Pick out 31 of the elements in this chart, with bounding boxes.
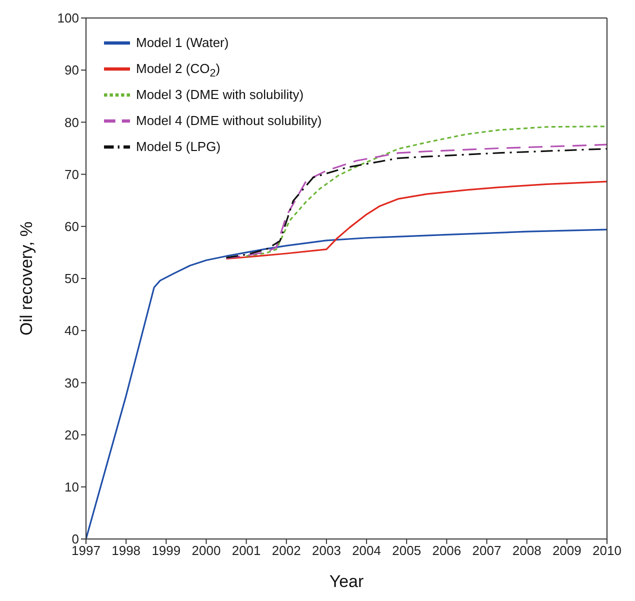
x-tick-label: 1999 [152,543,181,558]
y-tick-label: 50 [64,271,79,286]
x-tick-label: 2004 [352,543,381,558]
legend-label: Model 4 (DME without solubility) [136,113,322,128]
x-tick-label: 2009 [552,543,582,558]
x-tick-label: 2010 [592,543,622,558]
y-tick-label: 20 [64,427,79,442]
y-tick-label: 40 [64,323,79,338]
y-axis-title: Oil recovery, % [17,222,36,336]
x-tick-label: 1998 [112,543,141,558]
x-axis-title: Year [329,572,364,591]
x-tick-label: 2003 [312,543,341,558]
x-tick-label: 2007 [472,543,502,558]
y-tick-label: 90 [64,62,79,78]
y-tick-label: 10 [64,480,79,495]
y-tick-label: 60 [64,219,79,234]
x-tick-label: 2008 [512,543,542,558]
y-tick-label: 30 [64,375,79,390]
y-tick-label: 100 [57,10,79,26]
x-tick-label: 2002 [272,543,301,558]
legend-label: Model 2 (CO$_{2}$) [136,61,220,80]
y-tick-label: 70 [64,166,79,182]
x-tick-label: 2006 [432,543,462,558]
x-tick-label: 2005 [392,543,422,558]
legend-label: Model 5 (LPG) [136,139,221,154]
line-series [225,180,607,260]
legend-label: Model 3 (DME with solubility) [136,87,304,102]
legend-label: Model 1 (Water) [136,35,229,50]
x-tick-label: 2001 [232,543,261,558]
y-tick-label: 80 [64,114,79,130]
x-tick-label: 2000 [192,543,221,558]
